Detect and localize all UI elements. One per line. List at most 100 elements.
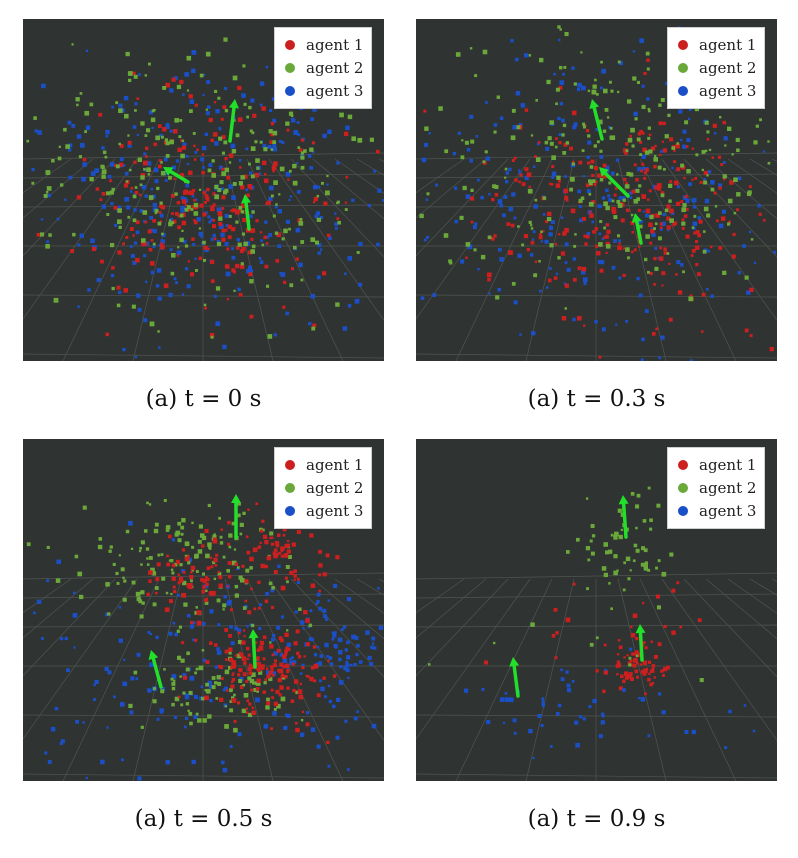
voxel-point: [33, 611, 36, 615]
voxel-point: [648, 189, 652, 193]
grid-line: [416, 173, 777, 179]
voxel-point: [132, 194, 137, 199]
voxel-point: [250, 623, 255, 628]
grid-line: [771, 158, 777, 163]
voxel-point: [588, 179, 592, 183]
grid-line: [705, 578, 777, 640]
voxel-point: [209, 641, 213, 645]
voxel-point: [226, 569, 230, 573]
voxel-point: [232, 270, 236, 274]
voxel-point: [658, 121, 663, 126]
voxel-point: [628, 672, 633, 677]
voxel-point: [657, 257, 660, 260]
voxel-point: [611, 199, 615, 203]
voxel-point: [494, 184, 499, 189]
voxel-point: [581, 85, 586, 91]
voxel-point: [219, 665, 224, 670]
voxel-point: [264, 264, 269, 269]
voxel-point: [666, 216, 671, 221]
voxel-point: [194, 611, 199, 615]
voxel-point: [140, 175, 145, 180]
voxel-point: [554, 145, 558, 149]
voxel-point: [159, 213, 164, 218]
voxel-point: [733, 211, 737, 215]
voxel-point: [46, 186, 52, 191]
arrow-head: [635, 624, 646, 634]
voxel-point: [649, 214, 654, 220]
voxel-point: [139, 614, 144, 619]
voxel-point: [639, 129, 643, 134]
voxel-point: [154, 179, 159, 184]
voxel-point: [237, 640, 242, 645]
voxel-point: [465, 256, 468, 259]
voxel-point: [261, 528, 265, 532]
voxel-point: [316, 645, 320, 649]
voxel-point: [228, 214, 232, 218]
voxel-point: [599, 220, 603, 223]
voxel-point: [586, 155, 590, 159]
voxel-point: [185, 183, 190, 188]
voxel-point: [425, 198, 429, 201]
voxel-point: [620, 218, 625, 223]
legend-marker-icon: [285, 39, 295, 50]
voxel-point: [322, 133, 327, 139]
voxel-point: [56, 559, 61, 565]
voxel-point: [736, 192, 741, 197]
voxel-point: [332, 674, 337, 678]
voxel-point: [220, 117, 224, 121]
voxel-point: [305, 674, 309, 678]
voxel-point: [262, 144, 267, 148]
voxel-point: [498, 247, 502, 252]
voxel-point: [549, 267, 552, 270]
voxel-point: [626, 171, 631, 176]
voxel-point: [179, 576, 183, 581]
voxel-point: [239, 522, 244, 527]
voxel-point: [686, 169, 691, 174]
voxel-point: [245, 679, 249, 683]
voxel-point: [242, 64, 246, 68]
voxel-point: [136, 293, 141, 298]
voxel-point: [594, 320, 598, 324]
voxel-point: [495, 295, 500, 300]
voxel-point: [316, 275, 321, 280]
voxel-point: [513, 300, 518, 305]
voxel-point: [703, 180, 708, 185]
voxel-point: [224, 649, 229, 654]
voxel-point: [518, 171, 522, 175]
voxel-point: [241, 232, 245, 236]
voxel-point: [240, 210, 245, 214]
voxel-point: [208, 220, 212, 224]
voxel-point: [504, 697, 510, 702]
voxel-point: [691, 248, 696, 253]
voxel-point: [98, 112, 103, 117]
voxel-point: [181, 229, 184, 232]
velocity-arrow-icon: [163, 167, 190, 184]
voxel-point: [171, 253, 176, 258]
voxel-point: [181, 518, 186, 523]
voxel-point: [608, 198, 613, 203]
voxel-point: [179, 237, 184, 243]
voxel-point: [598, 259, 603, 265]
grid-line: [23, 578, 72, 614]
voxel-point: [181, 592, 187, 598]
voxel-point: [217, 570, 220, 574]
voxel-point: [597, 173, 602, 178]
voxel-point: [205, 682, 209, 687]
voxel-point: [31, 181, 35, 185]
voxel-point: [715, 219, 719, 223]
voxel-point: [599, 149, 603, 153]
voxel-point: [602, 163, 607, 168]
voxel-point: [107, 612, 111, 616]
voxel-point: [645, 234, 650, 239]
voxel-point: [278, 551, 281, 555]
voxel-point: [171, 193, 175, 198]
voxel-point: [642, 147, 647, 153]
voxel-point: [660, 150, 663, 153]
grid-line: [378, 578, 384, 583]
voxel-point: [174, 532, 179, 537]
voxel-point: [618, 645, 623, 650]
arrow-head: [589, 99, 600, 109]
agent-1-point-cloud: [483, 581, 702, 675]
arrow-head: [148, 650, 159, 660]
voxel-point: [682, 203, 687, 208]
